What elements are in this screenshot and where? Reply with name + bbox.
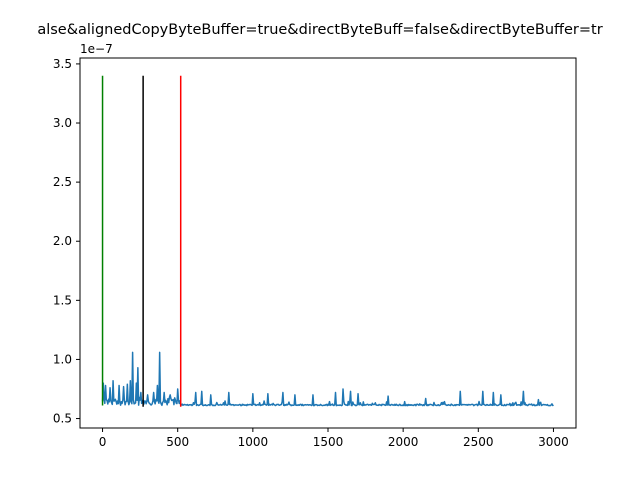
series-line-0 <box>101 351 554 407</box>
x-tick-label: 3000 <box>538 435 569 449</box>
y-tick-label: 2.0 <box>53 234 72 248</box>
x-tick-label: 0 <box>99 435 107 449</box>
y-tick-label: 3.5 <box>53 57 72 71</box>
x-axis: 0 500 1000 1500 2000 2500 3000 <box>99 428 569 449</box>
plot-area <box>101 75 554 407</box>
y-offset-label: 1e−7 <box>80 42 113 56</box>
x-tick-label: 1000 <box>238 435 269 449</box>
x-tick-label: 2000 <box>388 435 419 449</box>
y-tick-label: 1.0 <box>53 352 72 366</box>
y-tick-label: 1.5 <box>53 293 72 307</box>
y-tick-label: 2.5 <box>53 175 72 189</box>
chart-title: alse&alignedCopyByteBuffer=true&directBy… <box>37 22 602 38</box>
y-axis: 0.5 1.0 1.5 2.0 2.5 3.0 3.5 <box>53 57 80 426</box>
x-tick-label: 2500 <box>463 435 494 449</box>
axes-frame <box>79 57 577 429</box>
y-tick-label: 0.5 <box>53 412 72 426</box>
y-tick-label: 3.0 <box>53 116 72 130</box>
x-tick-label: 500 <box>166 435 189 449</box>
x-tick-label: 1500 <box>313 435 344 449</box>
